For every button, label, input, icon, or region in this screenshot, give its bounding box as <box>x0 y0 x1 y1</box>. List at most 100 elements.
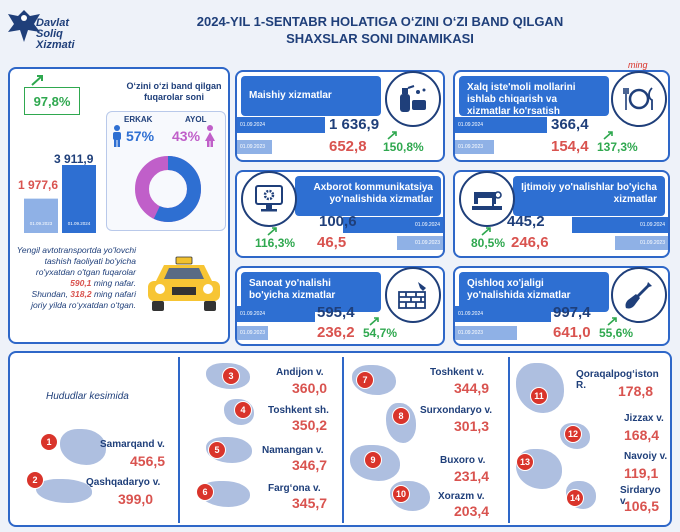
page-title-line1: 2024-YIL 1-SENTABR HOLATIGA O‘ZINI O‘ZI … <box>196 14 564 29</box>
value-2023: 46,5 <box>317 234 347 251</box>
bar-2023: 01.09.2023 <box>455 140 494 154</box>
bar-2024-date: 01.09.2024 <box>68 221 91 226</box>
bar-2024: 01.09.2024 <box>343 217 443 233</box>
cleaning-icon <box>385 71 441 127</box>
sector-card-3: Axborot kommunikatsiya yo'nalishida xizm… <box>235 170 445 258</box>
value-2023: 236,2 <box>317 324 355 341</box>
summary-panel: 97,8% 1 977,6 3 911,9 01.09.2023 01.09.2… <box>8 67 230 344</box>
value-2024: 595,4 <box>317 304 355 321</box>
growth-value: 55,6% <box>599 326 634 340</box>
growth-arrow-icon <box>481 227 491 236</box>
taxi-icon <box>148 256 220 311</box>
total-2023-value: 1 977,6 <box>18 178 59 192</box>
logo-text-3: Xizmati <box>36 39 75 51</box>
sector-title: Xalq iste'moli mollarini ishlab chiqaris… <box>459 76 609 116</box>
region-rank-badge: 1 <box>40 433 58 451</box>
region-rank-badge: 14 <box>566 489 584 507</box>
region-rank-badge: 12 <box>564 425 582 443</box>
sector-card-6: Qishloq xo'jaligi yo'nalishida xizmatlar… <box>453 266 670 346</box>
growth-arrow-icon <box>387 131 397 140</box>
female-label: AYOL <box>185 115 207 124</box>
growth-value: 80,5% <box>471 236 506 250</box>
region-value: 345,7 <box>292 495 328 511</box>
date-2024: 01.09.2024 <box>414 222 440 228</box>
value-2023: 154,4 <box>551 138 589 155</box>
region-name: Navoiy v. <box>624 451 668 462</box>
date-2024: 01.09.2024 <box>639 222 665 228</box>
total-bar-chart: 01.09.2023 01.09.2024 <box>24 165 96 233</box>
bar-2023: 01.09.2023 <box>237 326 268 340</box>
bar-2024: 01.09.2024 <box>237 117 325 133</box>
date-2023: 01.09.2023 <box>458 330 484 336</box>
region-value: 178,8 <box>618 383 654 399</box>
bar-2023: 01.09.2023 <box>396 236 443 250</box>
bar-2023: 01.09.2023 <box>614 236 668 250</box>
sector-card-4: Ijtimoiy yo'nalishlar bo'yicha xizmatlar… <box>453 170 670 258</box>
logo: Davlat Soliq Xizmati <box>6 4 78 60</box>
sector-title: Axborot kommunikatsiya yo'nalishida xizm… <box>295 176 441 216</box>
regions-title: Hududlar kesimida <box>46 391 129 402</box>
date-2023: 01.09.2023 <box>240 330 266 336</box>
gender-title: O‘zini o‘zi band qilgan fuqarolar soni <box>126 81 222 102</box>
male-label: ERKAK <box>124 115 153 124</box>
date-2024: 01.09.2024 <box>240 311 266 317</box>
female-icon <box>205 125 215 147</box>
bar-2024 <box>62 165 96 233</box>
region-name: Samarqand v. <box>100 439 165 450</box>
region-value: 168,4 <box>624 427 660 443</box>
bar-2023: 01.09.2023 <box>237 140 273 154</box>
sector-card-2: Xalq iste'moli mollarini ishlab chiqaris… <box>453 70 670 162</box>
value-2024: 445,2 <box>507 213 545 230</box>
growth-arrow-icon <box>369 317 379 326</box>
bar-2024: 01.09.2024 <box>455 117 547 133</box>
sector-title: Ijtimoiy yo'nalishlar bo'yicha xizmatlar <box>513 176 665 216</box>
taxi-value-1: 590,1 <box>70 278 92 288</box>
eagle-logo-icon <box>8 10 40 42</box>
taxi-text: Yengil avtotransportda yo'lovchi tashish… <box>14 245 136 311</box>
female-percent: 43% <box>172 128 201 144</box>
growth-value: 137,3% <box>597 140 638 154</box>
value-2024: 366,4 <box>551 116 589 133</box>
region-name: Toshkent v. <box>430 367 485 378</box>
value-2024: 100,6 <box>319 213 357 230</box>
region-rank-badge: 7 <box>356 371 374 389</box>
region-rank-badge: 6 <box>196 483 214 501</box>
region-name: Qashqadaryo v. <box>86 477 161 488</box>
taxi-text-3: Shundan, <box>31 289 71 299</box>
region-value: 346,7 <box>292 457 328 473</box>
region-name: Andijon v. <box>276 367 324 378</box>
bar-2023-date: 01.09.2023 <box>30 221 53 226</box>
logo-text-2: Soliq <box>36 28 63 40</box>
growth-arrow-icon <box>607 317 617 326</box>
region-name: Buxoro v. <box>440 455 486 466</box>
value-2023: 246,6 <box>511 234 549 251</box>
taxi-text-4: ming nafari joriy yilda ro‘yxatdan o‘tga… <box>31 289 136 310</box>
date-2023: 01.09.2023 <box>414 240 440 246</box>
growth-arrow-icon <box>603 131 613 140</box>
region-value: 344,9 <box>454 380 490 396</box>
region-value: 231,4 <box>454 468 490 484</box>
region-value: 399,0 <box>118 491 154 507</box>
settings-monitor-icon <box>241 171 297 227</box>
male-percent: 57% <box>126 128 155 144</box>
region-map <box>60 429 106 465</box>
sector-title: Maishiy xizmatlar <box>241 76 381 116</box>
bar-2024: 01.09.2024 <box>572 217 668 233</box>
date-2023: 01.09.2023 <box>240 144 266 150</box>
bar-2024: 01.09.2024 <box>455 306 551 322</box>
region-name: Namangan v. <box>262 445 324 456</box>
value-2024: 1 636,9 <box>329 116 380 133</box>
regions-panel: Hududlar kesimida 1 Samarqand v. 456,5 2… <box>8 351 672 527</box>
dining-icon <box>611 71 667 127</box>
region-value: 119,1 <box>624 465 659 481</box>
region-rank-badge: 10 <box>392 485 410 503</box>
date-2024: 01.09.2024 <box>458 122 484 128</box>
bar-2023 <box>24 198 58 233</box>
region-rank-badge: 3 <box>222 367 240 385</box>
region-name: Xorazm v. <box>438 491 485 502</box>
region-rank-badge: 4 <box>234 401 252 419</box>
sector-title: Qishloq xo'jaligi yo'nalishida xizmatlar <box>459 272 609 312</box>
sector-card-5: Sanoat yo'nalishi bo'yicha xizmatlar 01.… <box>235 266 445 346</box>
date-2023: 01.09.2023 <box>458 144 484 150</box>
value-2023: 641,0 <box>553 324 591 341</box>
